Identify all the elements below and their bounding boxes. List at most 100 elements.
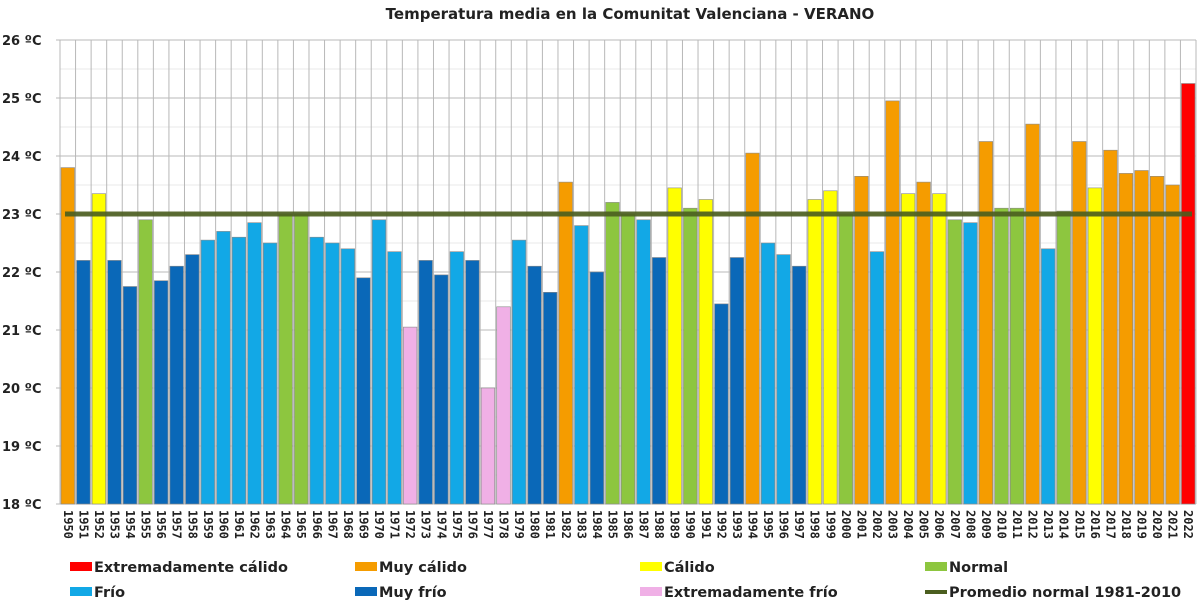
bar-2003: [885, 100, 900, 505]
x-tick-label: 2008: [963, 510, 977, 539]
x-tick-label: 1953: [107, 510, 121, 539]
x-tick-label: 1976: [465, 510, 479, 539]
legend-swatch: [355, 587, 377, 596]
bar-2002: [869, 251, 885, 505]
x-tick-label: 2020: [1150, 510, 1164, 539]
x-tick-label: 1993: [730, 510, 744, 539]
x-tick-label: 1986: [621, 510, 635, 539]
y-tick-label: 21 ºC: [2, 324, 42, 339]
bar-2019: [1134, 170, 1149, 505]
legend: Extremadamente cálido Muy cálido Cálido Nor…: [70, 560, 1181, 601]
bar-1990: [683, 207, 698, 505]
x-tick-label: 1973: [419, 510, 433, 539]
x-tick-label: 2012: [1026, 510, 1040, 539]
bar-1953: [107, 260, 122, 505]
x-tick-label: 1951: [76, 510, 90, 539]
x-tick-label: 1958: [185, 510, 199, 539]
x-tick-label: 1985: [605, 510, 619, 539]
x-tick-label: 1983: [574, 510, 588, 539]
bar-2012: [1025, 123, 1040, 505]
x-tick-label: 2003: [886, 510, 900, 539]
legend-item: Extremadamente cálido: [70, 560, 288, 576]
bar-1984: [589, 271, 604, 505]
bar-1952: [91, 193, 106, 505]
bar-1996: [776, 254, 791, 505]
legend-item: Extremadamente frío: [640, 585, 838, 601]
legend-item: Frío: [70, 585, 125, 601]
bar-1985: [605, 202, 620, 505]
x-tick-label: 1963: [263, 510, 277, 539]
legend-item: Muy cálido: [355, 560, 467, 576]
y-tick-label: 26 ºC: [2, 34, 42, 49]
x-tick-label: 2021: [1166, 510, 1180, 539]
x-tick-label: 2013: [1041, 510, 1055, 539]
x-tick-label: 2006: [932, 510, 946, 539]
bars: [60, 83, 1196, 505]
x-tick-label: 1991: [699, 510, 713, 539]
legend-item: Muy frío: [355, 585, 447, 601]
x-tick-label: 1961: [232, 510, 246, 539]
x-tick-label: 2018: [1119, 510, 1133, 539]
x-tick-label: 1984: [590, 510, 604, 539]
x-tick-label: 1971: [388, 510, 402, 539]
x-tick-label: 1955: [139, 510, 153, 539]
bar-1972: [403, 326, 418, 505]
x-tick-label: 2002: [870, 510, 884, 539]
bar-1967: [325, 242, 340, 505]
x-tick-label: 1996: [777, 510, 791, 539]
bar-1989: [667, 187, 682, 505]
x-tick-label: 1967: [325, 510, 339, 539]
x-tick-label: 2019: [1135, 510, 1149, 539]
bar-1961: [231, 236, 247, 505]
y-tick-label: 23 ºC: [2, 208, 42, 223]
x-tick-label: 1970: [372, 510, 386, 539]
bar-2020: [1150, 176, 1165, 505]
x-tick-label: 2014: [1057, 510, 1071, 539]
x-tick-label: 1980: [528, 510, 542, 539]
x-tick-label: 2016: [1088, 510, 1102, 539]
bar-2007: [947, 219, 962, 505]
bar-2018: [1118, 173, 1134, 505]
x-axis-ticks: 1950 1951 1952 1953 1954 1955 1956 1957 1958 1959…: [61, 510, 1195, 539]
bar-2014: [1056, 210, 1071, 505]
legend-label: Promedio normal 1981-2010: [949, 585, 1181, 601]
y-tick-label: 20 ºC: [2, 382, 42, 397]
bar-1955: [138, 219, 153, 505]
bar-1974: [434, 274, 449, 505]
bar-2000: [838, 213, 853, 505]
x-tick-label: 1990: [683, 510, 697, 539]
bar-1971: [387, 251, 402, 505]
bar-1962: [247, 222, 262, 505]
x-tick-label: 1964: [279, 510, 293, 539]
x-tick-label: 1972: [403, 510, 417, 539]
bar-1987: [636, 219, 651, 505]
x-tick-label: 2000: [839, 510, 853, 539]
y-axis-ticks: 18 ºC 19 ºC 20 ºC 21 ºC 22 ºC 23 ºC 24 ºC 25 ºC…: [2, 34, 42, 513]
legend-item: Cálido: [640, 560, 715, 576]
bar-1982: [558, 181, 573, 505]
bar-1993: [729, 257, 745, 505]
x-tick-label: 1989: [668, 510, 682, 539]
x-tick-label: 1997: [792, 510, 806, 539]
bar-1975: [449, 251, 464, 505]
bar-1950: [60, 167, 75, 505]
x-tick-label: 1966: [310, 510, 324, 539]
bar-1994: [745, 152, 760, 505]
bar-1980: [527, 265, 542, 505]
x-tick-label: 2022: [1181, 510, 1195, 539]
bar-2011: [1009, 207, 1025, 505]
bar-1979: [511, 239, 527, 505]
legend-swatch: [70, 587, 92, 596]
bar-2004: [901, 193, 916, 505]
x-tick-label: 1965: [294, 510, 308, 539]
bar-1969: [356, 277, 371, 505]
x-tick-label: 1962: [248, 510, 262, 539]
legend-swatch: [640, 562, 662, 571]
bar-2021: [1165, 184, 1180, 505]
bar-2005: [916, 181, 931, 505]
bar-1992: [714, 303, 729, 505]
bar-1951: [76, 260, 91, 505]
x-tick-label: 1956: [154, 510, 168, 539]
legend-label: Frío: [94, 585, 125, 601]
